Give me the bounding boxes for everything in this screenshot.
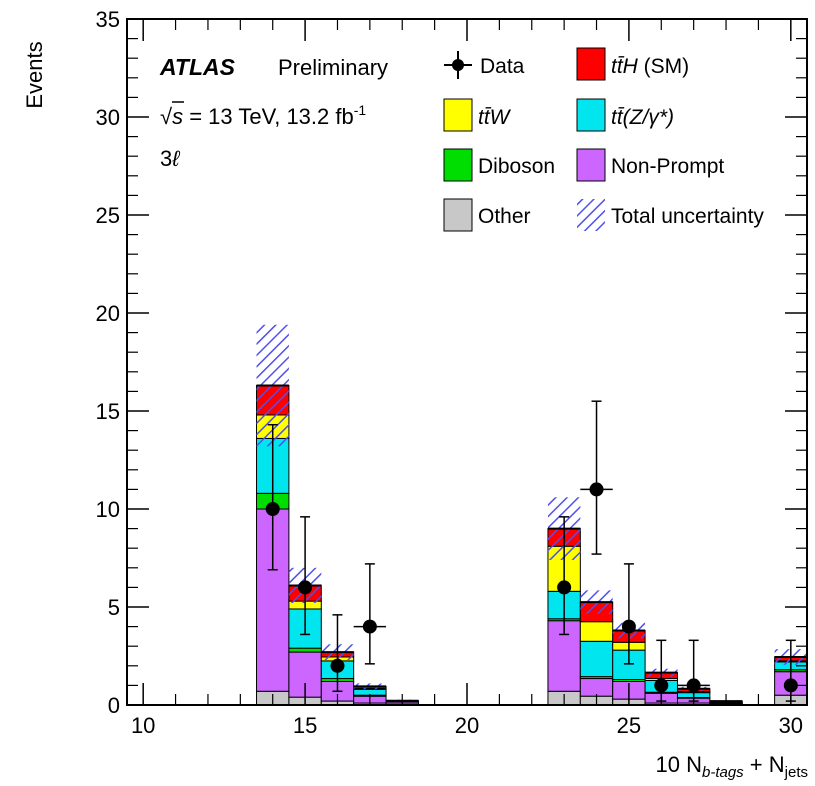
data-point — [330, 658, 345, 673]
x-tick-label: 20 — [455, 713, 479, 738]
y-tick-label: 30 — [96, 105, 120, 130]
data-point — [557, 580, 572, 595]
x-axis-title: 10 Nb-tags + Njets — [656, 752, 809, 781]
info-box: ATLAS Preliminary √s = 13 TeV, 13.2 fb-1… — [159, 54, 388, 171]
y-tick-label: 15 — [96, 399, 120, 424]
svg-text:Diboson: Diboson — [478, 155, 555, 178]
legend-item-ttw: tt̄W — [443, 98, 512, 132]
x-tick-label: 25 — [617, 713, 641, 738]
y-tick-label: 20 — [96, 301, 120, 326]
channel-label: 3ℓ — [160, 146, 180, 171]
axis-ticks: 0 5 10 15 20 25 30 35 10 15 20 25 30 — [96, 7, 807, 738]
legend-item-nonprompt: Non-Prompt — [576, 148, 724, 182]
y-tick-label: 5 — [108, 595, 120, 620]
svg-text:Data: Data — [480, 55, 525, 78]
y-tick-label: 10 — [96, 497, 120, 522]
x-tick-label: 10 — [131, 713, 155, 738]
legend-item-diboson: Diboson — [443, 148, 555, 182]
total-outline — [127, 384, 807, 706]
legend-item-ttz: tt̄(Z/γ*) — [576, 98, 674, 132]
data-point — [362, 619, 377, 634]
bar-non-prompt — [579, 678, 614, 697]
x-tick-label: 15 — [293, 713, 317, 738]
data-point — [589, 482, 604, 497]
legend-item-data: Data — [444, 51, 525, 79]
data-point — [298, 580, 313, 595]
data-point — [686, 678, 701, 693]
x-tick-label: 30 — [779, 713, 803, 738]
status-label: Preliminary — [278, 55, 388, 80]
legend-item-uncertainty: Total uncertainty — [577, 199, 764, 231]
legend-item-other: Other — [443, 198, 531, 232]
y-tick-label: 35 — [96, 7, 120, 32]
legend-item-tth: tt̄H (SM) — [576, 47, 689, 81]
svg-text:Total uncertainty: Total uncertainty — [611, 205, 764, 228]
data-point — [265, 502, 280, 516]
svg-text:Other: Other — [478, 205, 531, 228]
legend: Data tt̄H (SM) tt̄W tt̄(Z/γ*) Diboson No… — [443, 47, 764, 232]
svg-text:Non-Prompt: Non-Prompt — [611, 155, 724, 178]
energy-lumi-label: √s = 13 TeV, 13.2 fb-1 — [160, 102, 366, 129]
svg-text:tt̄W: tt̄W — [478, 106, 512, 129]
data-point — [654, 678, 669, 693]
bar-diboson — [288, 647, 322, 653]
svg-text:tt̄H (SM): tt̄H (SM) — [611, 55, 689, 78]
y-axis-title: Events — [22, 41, 47, 108]
svg-text:tt̄(Z/γ*): tt̄(Z/γ*) — [611, 106, 674, 129]
uncertainty-band — [256, 324, 807, 703]
bar-ttw — [579, 621, 614, 642]
y-tick-label: 25 — [96, 203, 120, 228]
bar-ttz — [579, 640, 614, 678]
y-tick-label: 0 — [108, 693, 120, 718]
experiment-label: ATLAS — [159, 54, 236, 80]
data-point — [621, 619, 636, 634]
data-points — [265, 400, 798, 702]
